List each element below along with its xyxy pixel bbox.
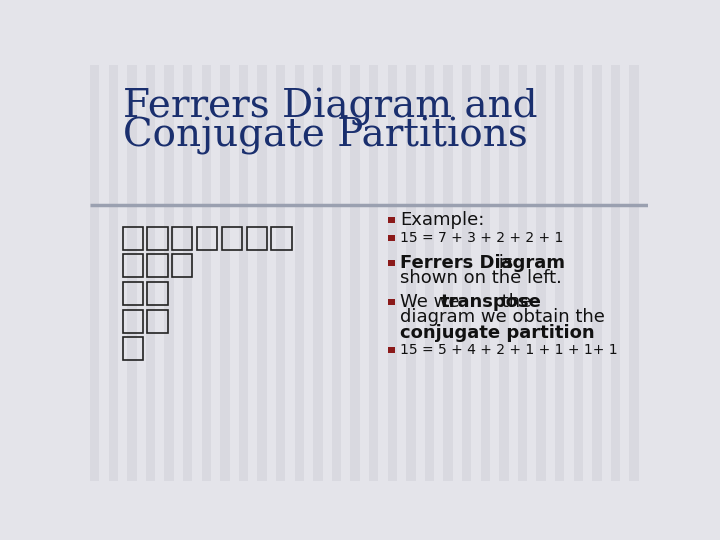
Bar — [246, 226, 266, 249]
Bar — [518, 65, 527, 481]
Bar — [369, 65, 378, 481]
Bar — [536, 65, 546, 481]
Bar — [388, 260, 395, 266]
Bar — [593, 65, 601, 481]
Bar — [388, 235, 395, 241]
Bar — [197, 226, 217, 249]
Text: 15 = 7 + 3 + 2 + 2 + 1: 15 = 7 + 3 + 2 + 2 + 1 — [400, 231, 563, 245]
Bar — [555, 65, 564, 481]
Text: 15 = 5 + 4 + 2 + 1 + 1 + 1+ 1: 15 = 5 + 4 + 2 + 1 + 1 + 1+ 1 — [400, 343, 618, 357]
Bar — [387, 65, 397, 481]
Text: the: the — [496, 293, 531, 311]
Bar — [444, 65, 453, 481]
Bar — [145, 65, 155, 481]
Bar — [122, 254, 143, 278]
Bar — [629, 65, 639, 481]
Bar — [574, 65, 583, 481]
Text: is: is — [493, 254, 513, 272]
Bar — [148, 309, 168, 333]
Bar — [122, 282, 143, 305]
Bar — [481, 65, 490, 481]
Bar — [172, 254, 192, 278]
Text: transpose: transpose — [441, 293, 541, 311]
Bar — [239, 65, 248, 481]
Text: Conjugate Partitions: Conjugate Partitions — [122, 117, 527, 155]
Text: Ferrers Diagram and: Ferrers Diagram and — [122, 88, 537, 126]
Bar — [222, 226, 242, 249]
Bar — [499, 65, 508, 481]
Bar — [148, 226, 168, 249]
Bar — [462, 65, 472, 481]
Bar — [127, 65, 137, 481]
Text: We we: We we — [400, 293, 465, 311]
Bar — [109, 65, 118, 481]
Bar — [220, 65, 230, 481]
Bar — [388, 299, 395, 305]
Text: shown on the left.: shown on the left. — [400, 269, 562, 287]
Text: diagram we obtain the: diagram we obtain the — [400, 308, 605, 326]
Bar — [406, 65, 415, 481]
Bar — [294, 65, 304, 481]
Bar — [611, 65, 620, 481]
Bar — [172, 226, 192, 249]
Text: Ferrers Diagram: Ferrers Diagram — [400, 254, 565, 272]
Bar — [351, 65, 360, 481]
Bar — [148, 254, 168, 278]
Bar — [425, 65, 434, 481]
Bar — [122, 338, 143, 361]
Bar — [313, 65, 323, 481]
Bar — [122, 226, 143, 249]
Bar — [202, 65, 211, 481]
Bar — [388, 217, 395, 224]
Bar — [648, 65, 657, 481]
Text: Example:: Example: — [400, 211, 485, 230]
Bar — [90, 65, 99, 481]
Bar — [183, 65, 192, 481]
Bar — [258, 65, 266, 481]
Text: conjugate partition: conjugate partition — [400, 324, 595, 342]
Bar — [148, 282, 168, 305]
Bar — [276, 65, 285, 481]
Bar — [388, 347, 395, 353]
Bar — [164, 65, 174, 481]
Bar — [332, 65, 341, 481]
Bar — [271, 226, 292, 249]
Bar — [122, 309, 143, 333]
